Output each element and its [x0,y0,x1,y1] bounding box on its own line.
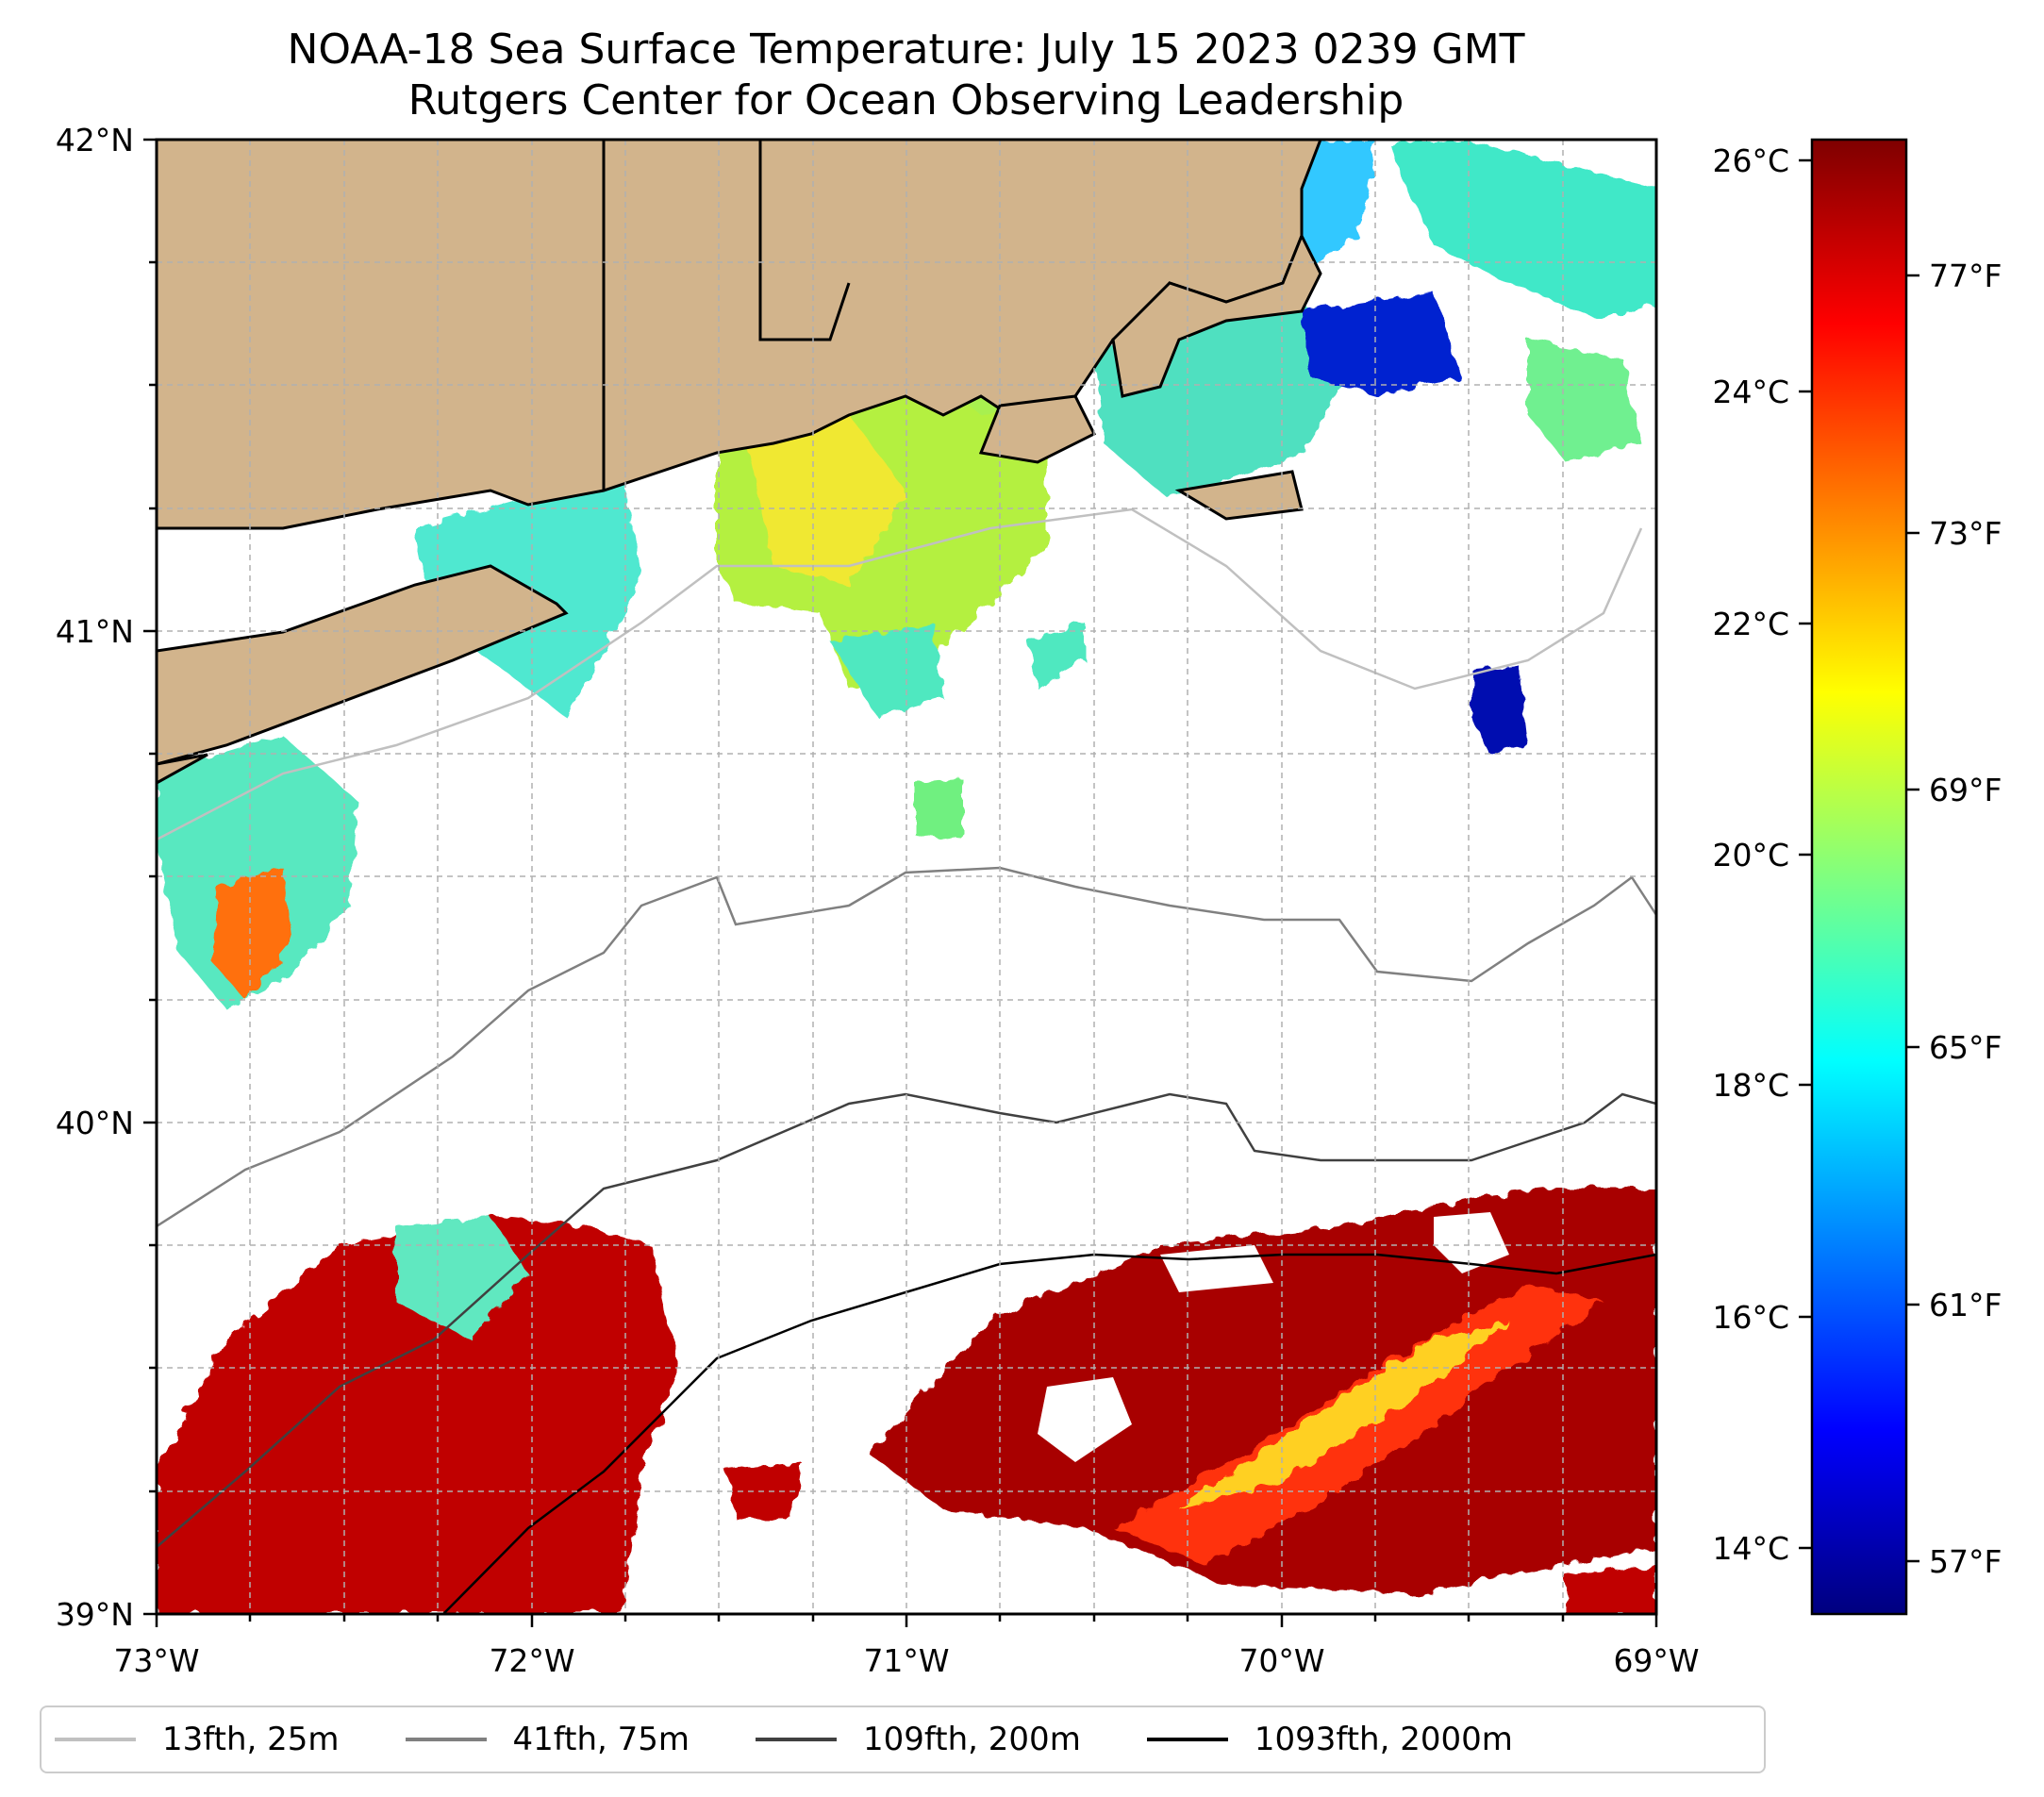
legend-label: 13fth, 25m [162,1721,340,1758]
colorbar-fahrenheit-label: 65°F [1929,1029,2002,1066]
legend-item-200m: 109fth, 200m [756,1721,1081,1758]
land-cape-cod [1111,232,1322,398]
sst-patch-offshore-2 [1028,623,1085,689]
colorbar-celsius-label: 22°C [1712,606,1789,642]
legend-item-25m: 13fth, 25m [55,1721,340,1758]
colorbar-fahrenheit-label: 77°F [1929,258,2002,294]
sst-patch-georges-east [1528,340,1641,462]
sst-patch-offshore-1 [830,623,943,717]
lon-tick-label: 70°W [1238,1642,1324,1679]
colorbar-celsius-label: 14°C [1712,1530,1789,1567]
cloud-gap-2 [1038,1377,1132,1462]
contour-25m [157,507,1643,841]
land-nantucket [1174,470,1304,521]
colorbar-celsius-ticks [1799,158,1812,1550]
land-marthas-vineyard [978,394,1097,464]
colorbar-fahrenheit-label: 57°F [1929,1543,2002,1580]
cloud-gap-1 [1434,1212,1509,1273]
sst-warm-west-edge [396,1217,528,1339]
sst-patch-cold-1 [1302,292,1462,396]
colorbar-celsius-label: 20°C [1712,837,1789,874]
lat-tick-label: 39°N [56,1596,134,1633]
contour-legend: 13fth, 25m 41fth, 75m 109fth, 200m 1093f… [40,1705,1766,1773]
legend-swatch [756,1738,838,1741]
colorbar-celsius-label: 18°C [1712,1067,1789,1104]
colorbar-fahrenheit-ticks [1906,274,1919,1563]
lat-ticks [143,138,157,1616]
lat-tick-label: 40°N [56,1105,134,1141]
colorbar-fahrenheit-label: 73°F [1929,515,2002,552]
lon-tick-label: 69°W [1613,1642,1699,1679]
legend-swatch [1146,1738,1228,1741]
lon-ticks [155,1614,1658,1627]
lon-tick-label: 71°W [863,1642,949,1679]
legend-item-75m: 41fth, 75m [405,1721,690,1758]
legend-swatch [405,1738,487,1741]
legend-label: 1093fth, 2000m [1254,1721,1513,1758]
gridlines [157,140,1656,1614]
sst-patch-nj-shore [157,736,358,1009]
colorbar-celsius-label: 24°C [1712,374,1789,410]
sst-patch-georges-north [1387,141,1656,321]
sst-warm-patch [726,1462,802,1519]
sst-warm-se-corner [1566,1566,1656,1614]
land-nj-corner [157,753,208,785]
sst-patch-offshore-3 [915,778,962,840]
sst-warm-west [157,1217,679,1614]
state-border-2 [758,140,851,341]
land-long-island [157,564,569,766]
sst-warm-main [868,1189,1656,1594]
sst-patch-cold-2 [1471,665,1528,755]
colorbar-celsius-label: 16°C [1712,1299,1789,1336]
legend-label: 41fth, 75m [512,1721,690,1758]
lat-tick-label: 42°N [56,122,134,158]
lon-tick-label: 72°W [489,1642,574,1679]
colorbar-fahrenheit-label: 61°F [1929,1287,2002,1323]
contour-200m [157,1092,1656,1548]
legend-item-2000m: 1093fth, 2000m [1146,1721,1513,1758]
legend-label: 109fth, 200m [863,1721,1081,1758]
lon-tick-label: 73°W [113,1642,199,1679]
chart-subtitle: Rutgers Center for Ocean Observing Leade… [407,76,1404,125]
legend-swatch [55,1738,136,1741]
colorbar-celsius-label: 26°C [1712,142,1789,179]
colorbar-fahrenheit-label: 69°F [1929,772,2002,808]
lat-tick-label: 41°N [56,613,134,650]
sst-data-layer [157,140,1656,1614]
contour-75m [157,866,1656,1228]
sst-patch-warm-nj [212,868,292,1000]
chart-title: NOAA-18 Sea Surface Temperature: July 15… [287,25,1525,74]
colorbar [1810,138,1908,1616]
sst-patch-block-island [745,415,906,585]
